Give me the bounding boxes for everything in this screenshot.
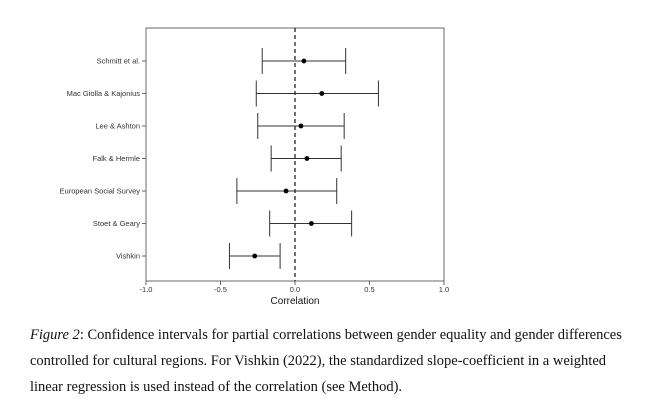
rows-group: Schmitt et al. Mac Giolla & Kajonius Lee &… bbox=[60, 48, 379, 269]
forest-row: Schmitt et al. bbox=[97, 48, 347, 74]
y-tick-label: European Social Survey bbox=[60, 187, 141, 196]
point-estimate bbox=[319, 91, 325, 96]
point-estimate bbox=[301, 58, 307, 64]
forest-row: Lee & Ashton bbox=[95, 113, 345, 139]
y-tick-label: Lee & Ashton bbox=[95, 122, 140, 131]
point-estimate bbox=[304, 156, 310, 161]
x-axis-title: Correlation bbox=[271, 296, 320, 307]
forest-row: Falk & Hermle bbox=[92, 145, 342, 172]
y-tick-label: Stoet & Geary bbox=[93, 219, 140, 228]
forest-row: European Social Survey bbox=[60, 178, 338, 204]
point-estimate bbox=[252, 253, 258, 259]
x-axis: -1.0 -0.5 0.0 0.5 1.0 bbox=[140, 281, 449, 294]
y-tick-label: Falk & Hermle bbox=[92, 154, 140, 163]
forest-plot-figure: Schmitt et al. Mac Giolla & Kajonius Lee &… bbox=[60, 27, 449, 307]
y-tick-label: Schmitt et al. bbox=[97, 57, 140, 66]
point-estimate bbox=[298, 123, 304, 129]
forest-row: Mac Giolla & Kajonius bbox=[67, 80, 379, 107]
x-tick-label: 1.0 bbox=[439, 285, 449, 294]
forest-row: Stoet & Geary bbox=[93, 210, 353, 237]
caption-text: : Confidence intervals for partial corre… bbox=[30, 327, 622, 395]
x-tick-label: -0.5 bbox=[214, 285, 227, 294]
point-estimate bbox=[283, 188, 289, 194]
x-tick-label: -1.0 bbox=[140, 285, 153, 294]
figure-caption: Figure 2: Confidence intervals for parti… bbox=[30, 322, 630, 400]
forest-row: Vishkin bbox=[116, 243, 281, 269]
x-tick-label: 0.0 bbox=[290, 285, 300, 294]
x-tick-label: 0.5 bbox=[364, 285, 374, 294]
point-estimate bbox=[308, 221, 314, 226]
caption-figure-label: Figure 2 bbox=[30, 327, 80, 343]
y-tick-label: Vishkin bbox=[116, 252, 140, 261]
forest-plot-chart: Schmitt et al. Mac Giolla & Kajonius Lee &… bbox=[60, 27, 449, 307]
y-tick-label: Mac Giolla & Kajonius bbox=[67, 89, 141, 98]
